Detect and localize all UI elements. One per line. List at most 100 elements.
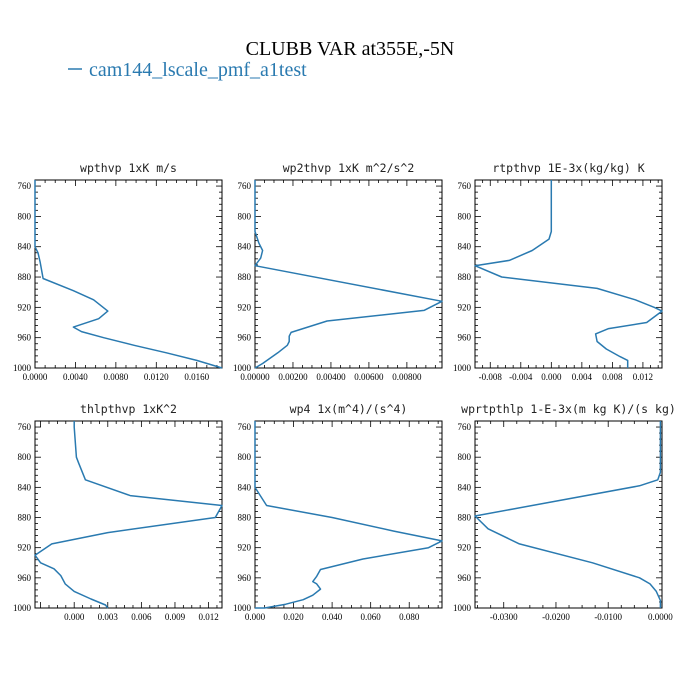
plot-frame: [34, 420, 223, 609]
x-tick-label: -0.0100: [594, 612, 622, 622]
x-tick-label: 0.040: [322, 612, 343, 622]
series-line: [474, 421, 662, 608]
y-tick-label: 920: [18, 543, 32, 553]
x-tick-label: 0.004: [572, 372, 593, 382]
plot-frame: [254, 179, 443, 369]
x-tick-label: 0.00600: [354, 372, 384, 382]
series-line: [34, 180, 223, 369]
y-tick-label: 920: [458, 302, 472, 312]
y-tick-label: 920: [238, 302, 252, 312]
y-tick-label: 920: [238, 543, 252, 553]
x-tick-label: 0.000: [64, 612, 85, 622]
series-line: [254, 180, 443, 369]
y-tick-label: 760: [458, 181, 472, 191]
y-tick-label: 960: [238, 333, 252, 343]
y-tick-label: 880: [18, 272, 32, 282]
y-tick-label: 880: [458, 272, 472, 282]
x-tick-label: 0.000: [541, 372, 562, 382]
x-tick-label: 0.000: [245, 612, 266, 622]
x-tick-label: -0.008: [479, 372, 503, 382]
y-tick-label: 1000: [13, 603, 32, 613]
x-tick-label: 0.060: [361, 612, 382, 622]
plot-frame: [474, 179, 663, 369]
panel-title: thlpthvp 1xK^2: [80, 402, 177, 416]
y-tick-label: 920: [18, 302, 32, 312]
x-tick-label: 0.009: [165, 612, 186, 622]
y-tick-label: 960: [18, 573, 32, 583]
y-tick-label: 960: [238, 573, 252, 583]
x-tick-label: 0.080: [399, 612, 420, 622]
y-tick-label: 880: [18, 513, 32, 523]
y-tick-label: 800: [18, 452, 32, 462]
y-tick-label: 1000: [453, 603, 472, 613]
panel-title: wprtpthlp 1-E-3x(m kg K)/(s kg): [461, 402, 676, 416]
x-tick-label: 0.00000: [240, 372, 270, 382]
y-tick-label: 760: [238, 181, 252, 191]
plot-frame: [474, 420, 663, 609]
y-tick-label: 800: [18, 211, 32, 221]
x-tick-label: 0.00200: [278, 372, 308, 382]
legend: cam144_lscale_pmf_a1test: [68, 59, 307, 81]
x-tick-label: 0.006: [131, 612, 152, 622]
x-tick-label: 0.0000: [23, 372, 48, 382]
panel-title: wpthvp 1xK m/s: [80, 161, 177, 175]
panel-title: wp2thvp 1xK m^2/s^2: [283, 161, 415, 175]
x-tick-label: -0.0200: [542, 612, 570, 622]
x-tick-label: 0.0000: [648, 612, 673, 622]
y-tick-label: 760: [18, 181, 32, 191]
x-tick-label: -0.004: [509, 372, 533, 382]
y-tick-label: 1000: [233, 363, 252, 373]
x-tick-label: 0.003: [98, 612, 119, 622]
x-tick-label: 0.012: [198, 612, 218, 622]
y-tick-label: 760: [238, 422, 252, 432]
y-tick-label: 960: [458, 573, 472, 583]
y-tick-label: 960: [458, 333, 472, 343]
panel-2: wp2thvp 1xK m^2/s^2 760 800 840 880 920 960 100…: [233, 161, 443, 382]
legend-label: cam144_lscale_pmf_a1test: [89, 59, 307, 81]
y-tick-label: 840: [238, 242, 252, 252]
y-tick-label: 880: [238, 272, 252, 282]
panel-1: wpthvp 1xK m/s76080084088092096010000.00…: [13, 161, 223, 382]
series-line: [34, 421, 223, 609]
panel-4: thlpthvp 1xK^2 760 800 840 880 920 960 1000 0.00…: [13, 402, 223, 622]
y-tick-label: 960: [18, 333, 32, 343]
x-tick-label: 0.012: [633, 372, 653, 382]
y-tick-label: 1000: [453, 363, 472, 373]
y-tick-label: 840: [18, 482, 32, 492]
y-tick-label: 880: [238, 513, 252, 523]
x-tick-label: 0.0080: [103, 372, 128, 382]
y-tick-label: 800: [458, 211, 472, 221]
x-tick-label: 0.0160: [184, 372, 209, 382]
y-tick-label: 800: [458, 452, 472, 462]
panel-6: wprtpthlp 1-E-3x(m kg K)/(s kg) 760 800 840…: [453, 402, 676, 622]
x-tick-label: -0.0300: [490, 612, 518, 622]
series-line: [474, 180, 663, 368]
y-tick-label: 800: [238, 211, 252, 221]
y-tick-label: 1000: [233, 603, 252, 613]
x-tick-label: 0.0120: [144, 372, 169, 382]
plot-frame: [254, 420, 443, 609]
panel-3: rtpthvp 1E-3x(kg/kg) K 760 800 840 880 920 960…: [453, 161, 663, 382]
y-tick-label: 840: [18, 242, 32, 252]
x-tick-label: 0.0040: [63, 372, 88, 382]
y-tick-label: 760: [458, 422, 472, 432]
y-tick-label: 1000: [13, 363, 32, 373]
panel-5: wp4 1x(m^4)/(s^4)76080084088092096010000…: [233, 402, 443, 622]
series-line: [254, 421, 443, 609]
plot-frame: [34, 179, 223, 369]
y-tick-label: 840: [458, 482, 472, 492]
y-tick-label: 840: [238, 482, 252, 492]
y-tick-label: 800: [238, 452, 252, 462]
panel-title: rtpthvp 1E-3x(kg/kg) K: [492, 161, 644, 175]
x-tick-label: 0.00800: [392, 372, 422, 382]
panels: wpthvp 1xK m/s76080084088092096010000.00…: [13, 161, 676, 622]
y-tick-label: 760: [18, 422, 32, 432]
x-tick-label: 0.020: [283, 612, 304, 622]
panel-title: wp4 1x(m^4)/(s^4): [290, 402, 408, 416]
y-tick-label: 920: [458, 543, 472, 553]
x-tick-label: 0.00400: [316, 372, 346, 382]
y-tick-label: 840: [458, 242, 472, 252]
y-tick-label: 880: [458, 513, 472, 523]
x-tick-label: 0.008: [602, 372, 623, 382]
